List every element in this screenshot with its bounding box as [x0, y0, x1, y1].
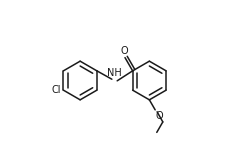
Text: NH: NH	[107, 68, 122, 78]
Text: O: O	[120, 46, 128, 56]
Text: O: O	[156, 111, 163, 121]
Text: Cl: Cl	[52, 85, 61, 95]
